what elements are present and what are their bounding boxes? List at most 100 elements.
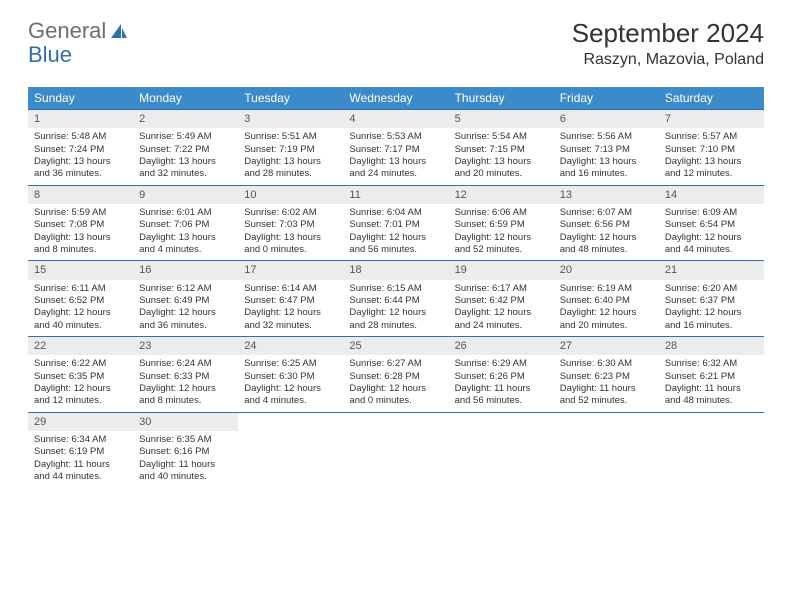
daynum-row: 15161718192021 bbox=[28, 261, 764, 280]
sunset-text: Sunset: 7:19 PM bbox=[244, 144, 337, 156]
title-block: September 2024 Raszyn, Mazovia, Poland bbox=[572, 18, 764, 69]
daylight-text-1: Daylight: 11 hours bbox=[139, 459, 232, 471]
daylight-text-1: Daylight: 11 hours bbox=[665, 383, 758, 395]
daylight-text-2: and 16 minutes. bbox=[560, 168, 653, 180]
daylight-text-2: and 28 minutes. bbox=[349, 320, 442, 332]
sunset-text: Sunset: 7:22 PM bbox=[139, 144, 232, 156]
sunset-text: Sunset: 6:26 PM bbox=[455, 371, 548, 383]
daylight-text-2: and 28 minutes. bbox=[244, 168, 337, 180]
sunrise-text: Sunrise: 5:59 AM bbox=[34, 207, 127, 219]
day-number: 13 bbox=[554, 185, 659, 204]
day-header: Saturday bbox=[659, 87, 764, 110]
day-cell: Sunrise: 6:04 AMSunset: 7:01 PMDaylight:… bbox=[343, 204, 448, 261]
sunrise-text: Sunrise: 6:30 AM bbox=[560, 358, 653, 370]
day-cell: Sunrise: 6:22 AMSunset: 6:35 PMDaylight:… bbox=[28, 355, 133, 412]
sunset-text: Sunset: 7:15 PM bbox=[455, 144, 548, 156]
daylight-text-1: Daylight: 12 hours bbox=[665, 232, 758, 244]
sunset-text: Sunset: 7:24 PM bbox=[34, 144, 127, 156]
day-cell bbox=[343, 431, 448, 487]
day-cell: Sunrise: 6:02 AMSunset: 7:03 PMDaylight:… bbox=[238, 204, 343, 261]
day-cell: Sunrise: 5:54 AMSunset: 7:15 PMDaylight:… bbox=[449, 128, 554, 185]
sunrise-text: Sunrise: 6:20 AM bbox=[665, 283, 758, 295]
day-number: 21 bbox=[659, 261, 764, 280]
sunset-text: Sunset: 6:56 PM bbox=[560, 219, 653, 231]
sunset-text: Sunset: 7:01 PM bbox=[349, 219, 442, 231]
sunset-text: Sunset: 6:59 PM bbox=[455, 219, 548, 231]
daylight-text-1: Daylight: 12 hours bbox=[455, 232, 548, 244]
daylight-text-2: and 12 minutes. bbox=[665, 168, 758, 180]
daylight-text-1: Daylight: 13 hours bbox=[455, 156, 548, 168]
day-cell: Sunrise: 6:19 AMSunset: 6:40 PMDaylight:… bbox=[554, 280, 659, 337]
daylight-text-2: and 24 minutes. bbox=[349, 168, 442, 180]
day-number: 11 bbox=[343, 185, 448, 204]
sunset-text: Sunset: 7:06 PM bbox=[139, 219, 232, 231]
sunrise-text: Sunrise: 6:29 AM bbox=[455, 358, 548, 370]
sunrise-text: Sunrise: 6:01 AM bbox=[139, 207, 232, 219]
daylight-text-1: Daylight: 12 hours bbox=[139, 307, 232, 319]
sunset-text: Sunset: 6:54 PM bbox=[665, 219, 758, 231]
day-cell: Sunrise: 6:20 AMSunset: 6:37 PMDaylight:… bbox=[659, 280, 764, 337]
sunrise-text: Sunrise: 5:57 AM bbox=[665, 131, 758, 143]
day-cell: Sunrise: 6:25 AMSunset: 6:30 PMDaylight:… bbox=[238, 355, 343, 412]
daynum-row: 891011121314 bbox=[28, 185, 764, 204]
daylight-text-2: and 20 minutes. bbox=[560, 320, 653, 332]
day-cell: Sunrise: 5:56 AMSunset: 7:13 PMDaylight:… bbox=[554, 128, 659, 185]
day-number: 6 bbox=[554, 110, 659, 129]
sunrise-text: Sunrise: 6:04 AM bbox=[349, 207, 442, 219]
daylight-text-1: Daylight: 12 hours bbox=[244, 383, 337, 395]
sunrise-text: Sunrise: 5:49 AM bbox=[139, 131, 232, 143]
content-row: Sunrise: 6:22 AMSunset: 6:35 PMDaylight:… bbox=[28, 355, 764, 412]
daylight-text-2: and 36 minutes. bbox=[139, 320, 232, 332]
sunrise-text: Sunrise: 6:06 AM bbox=[455, 207, 548, 219]
day-header: Friday bbox=[554, 87, 659, 110]
day-number: 18 bbox=[343, 261, 448, 280]
daylight-text-2: and 0 minutes. bbox=[349, 395, 442, 407]
month-title: September 2024 bbox=[572, 18, 764, 49]
daylight-text-1: Daylight: 13 hours bbox=[244, 232, 337, 244]
daylight-text-2: and 52 minutes. bbox=[560, 395, 653, 407]
day-number: 19 bbox=[449, 261, 554, 280]
daylight-text-2: and 56 minutes. bbox=[455, 395, 548, 407]
sunrise-text: Sunrise: 5:48 AM bbox=[34, 131, 127, 143]
day-cell: Sunrise: 6:14 AMSunset: 6:47 PMDaylight:… bbox=[238, 280, 343, 337]
daylight-text-2: and 32 minutes. bbox=[139, 168, 232, 180]
day-header: Monday bbox=[133, 87, 238, 110]
sunset-text: Sunset: 7:08 PM bbox=[34, 219, 127, 231]
sunset-text: Sunset: 7:03 PM bbox=[244, 219, 337, 231]
logo-text-2: Blue bbox=[28, 42, 72, 68]
sunrise-text: Sunrise: 6:02 AM bbox=[244, 207, 337, 219]
sunset-text: Sunset: 6:19 PM bbox=[34, 446, 127, 458]
day-cell: Sunrise: 6:27 AMSunset: 6:28 PMDaylight:… bbox=[343, 355, 448, 412]
content-row: Sunrise: 6:34 AMSunset: 6:19 PMDaylight:… bbox=[28, 431, 764, 487]
sunrise-text: Sunrise: 6:32 AM bbox=[665, 358, 758, 370]
day-number: 9 bbox=[133, 185, 238, 204]
sunset-text: Sunset: 6:42 PM bbox=[455, 295, 548, 307]
daylight-text-1: Daylight: 13 hours bbox=[244, 156, 337, 168]
sunrise-text: Sunrise: 6:24 AM bbox=[139, 358, 232, 370]
logo-sail-icon bbox=[109, 22, 129, 40]
sunrise-text: Sunrise: 6:11 AM bbox=[34, 283, 127, 295]
daylight-text-1: Daylight: 13 hours bbox=[665, 156, 758, 168]
day-number: 20 bbox=[554, 261, 659, 280]
day-cell: Sunrise: 5:48 AMSunset: 7:24 PMDaylight:… bbox=[28, 128, 133, 185]
daylight-text-1: Daylight: 12 hours bbox=[34, 307, 127, 319]
sunset-text: Sunset: 6:16 PM bbox=[139, 446, 232, 458]
daynum-row: 1234567 bbox=[28, 110, 764, 129]
day-header: Thursday bbox=[449, 87, 554, 110]
sunset-text: Sunset: 6:52 PM bbox=[34, 295, 127, 307]
day-cell: Sunrise: 6:07 AMSunset: 6:56 PMDaylight:… bbox=[554, 204, 659, 261]
sunset-text: Sunset: 6:37 PM bbox=[665, 295, 758, 307]
daylight-text-1: Daylight: 12 hours bbox=[349, 232, 442, 244]
day-cell: Sunrise: 6:09 AMSunset: 6:54 PMDaylight:… bbox=[659, 204, 764, 261]
day-number: 14 bbox=[659, 185, 764, 204]
daylight-text-1: Daylight: 12 hours bbox=[244, 307, 337, 319]
sunrise-text: Sunrise: 6:25 AM bbox=[244, 358, 337, 370]
sunset-text: Sunset: 7:13 PM bbox=[560, 144, 653, 156]
day-number: 5 bbox=[449, 110, 554, 129]
sunset-text: Sunset: 6:28 PM bbox=[349, 371, 442, 383]
day-cell bbox=[554, 431, 659, 487]
day-cell: Sunrise: 5:51 AMSunset: 7:19 PMDaylight:… bbox=[238, 128, 343, 185]
logo: General bbox=[28, 18, 129, 44]
daylight-text-2: and 8 minutes. bbox=[34, 244, 127, 256]
sunset-text: Sunset: 6:30 PM bbox=[244, 371, 337, 383]
